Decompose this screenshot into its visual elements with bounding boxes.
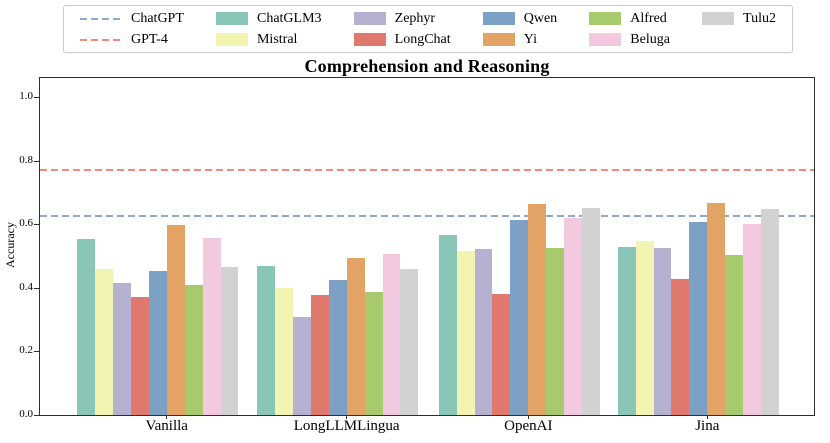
bar-tulu2-vanilla [220,267,239,415]
y-tick-labels: 0.0 0.2 0.4 0.6 0.8 1.0 [0,77,33,420]
bar-yi-vanilla [166,224,185,415]
x-tick-mark-vanilla [166,415,168,419]
bar-qwen-vanilla [148,270,167,415]
color-swatch-beluga [589,33,622,46]
y-tick-mark-0.6 [34,224,39,226]
x-tick-mark-jina [706,415,708,419]
legend-item-mistral: Mistral [215,29,322,50]
bar-beluga-openai [564,218,583,415]
y-tick-mark-0.2 [34,351,39,353]
legend: ChatGPT GPT-4 ChatGLM3 Mistral Zephyr LongCha… [63,5,793,53]
bar-yi-jina [707,203,726,415]
color-swatch-yi [482,33,515,46]
bar-alfred-vanilla [184,284,203,415]
baseline-gpt-4 [40,168,814,171]
bar-beluga-jina [743,224,762,415]
legend-label-tulu2: Tulu2 [743,10,776,26]
bar-mistral-vanilla [95,268,113,415]
bar-longchat-jina [671,279,690,415]
legend-label-gpt-4: GPT-4 [131,31,168,47]
color-swatch-chatglm3 [215,12,248,25]
bar-yi-openai [528,204,547,415]
y-tick-mark-1.0 [34,97,39,99]
legend-item-alfred: Alfred [589,8,670,29]
x-tick-label-vanilla: Vanilla [145,418,188,434]
x-tick-label-openai: OpenAI [504,418,553,434]
legend-item-chatglm3: ChatGLM3 [215,8,322,29]
bar-mistral-openai [456,251,475,415]
bar-beluga-vanilla [202,238,221,415]
bar-zephyr-jina [653,248,672,415]
legend-label-beluga: Beluga [630,31,670,47]
y-tick-label-0.8: 0.8 [19,153,33,166]
y-tick-label-0.4: 0.4 [19,280,33,293]
legend-label-zephyr: Zephyr [394,10,436,26]
legend-label-qwen: Qwen [523,10,558,26]
x-tick-label-longllmlingua: LongLLMLingua [293,418,400,434]
bar-chatglm3-longllmlingua [257,265,275,415]
x-tick-mark-openai [527,415,529,419]
bar-zephyr-longllmlingua [292,317,311,415]
bar-tulu2-openai [582,208,600,415]
legend-item-qwen: Qwen [482,8,558,29]
legend-item-yi: Yi [482,29,557,50]
dashed-line-swatch-gpt-4 [80,38,122,41]
legend-label-chatgpt: ChatGPT [131,10,184,26]
color-swatch-alfred [589,12,622,25]
legend-item-tulu2: Tulu2 [702,8,776,29]
bar-alfred-jina [725,254,744,415]
baseline-chatgpt [40,215,814,218]
bar-chatglm3-openai [438,235,457,415]
legend-item-longchat: LongChat [353,29,451,50]
bar-yi-longllmlingua [346,257,365,415]
bar-zephyr-vanilla [112,283,131,415]
x-tick-mark-longllmlingua [346,415,348,419]
plot-area [39,77,815,416]
color-swatch-tulu2 [702,12,735,25]
bar-mistral-longllmlingua [274,288,293,415]
bar-tulu2-longllmlingua [400,269,419,415]
bar-alfred-openai [546,248,565,415]
bar-qwen-longllmlingua [328,279,347,415]
y-tick-mark-0.8 [34,160,39,162]
chart-title: Comprehension and Reasoning [304,56,550,76]
y-tick-label-0.6: 0.6 [19,217,33,230]
y-tick-label-1.0: 1.0 [19,90,33,103]
y-tick-label-0.0: 0.0 [19,408,33,420]
bar-mistral-jina [635,240,654,415]
legend-label-mistral: Mistral [256,31,298,47]
dashed-line-swatch-chatgpt [80,17,122,20]
color-swatch-mistral [215,33,248,46]
y-tick-label-0.2: 0.2 [19,344,33,357]
color-swatch-longchat [353,33,386,46]
color-swatch-zephyr [353,12,386,25]
bar-qwen-openai [510,220,529,415]
bar-beluga-longllmlingua [382,254,401,415]
bar-alfred-longllmlingua [364,291,383,415]
y-tick-mark-0.0 [34,415,39,416]
bar-longchat-openai [492,294,511,415]
bar-chatglm3-vanilla [77,238,95,415]
legend-label-alfred: Alfred [630,10,667,26]
bar-tulu2-jina [761,208,779,415]
legend-label-chatglm3: ChatGLM3 [256,10,322,26]
x-tick-label-jina: Jina [695,418,720,434]
bar-chatglm3-jina [617,247,636,415]
legend-item-beluga: Beluga [589,29,670,50]
bar-qwen-jina [689,222,708,415]
legend-item-zephyr: Zephyr [353,8,451,29]
legend-label-longchat: LongChat [394,31,451,47]
bar-longchat-longllmlingua [310,295,329,415]
bar-zephyr-openai [474,248,493,415]
legend-item-chatgpt: ChatGPT [80,8,184,29]
y-tick-mark-0.4 [34,287,39,289]
legend-item-gpt-4: GPT-4 [80,29,184,50]
legend-label-yi: Yi [523,31,537,47]
color-swatch-qwen [482,12,515,25]
bar-longchat-vanilla [130,296,149,415]
